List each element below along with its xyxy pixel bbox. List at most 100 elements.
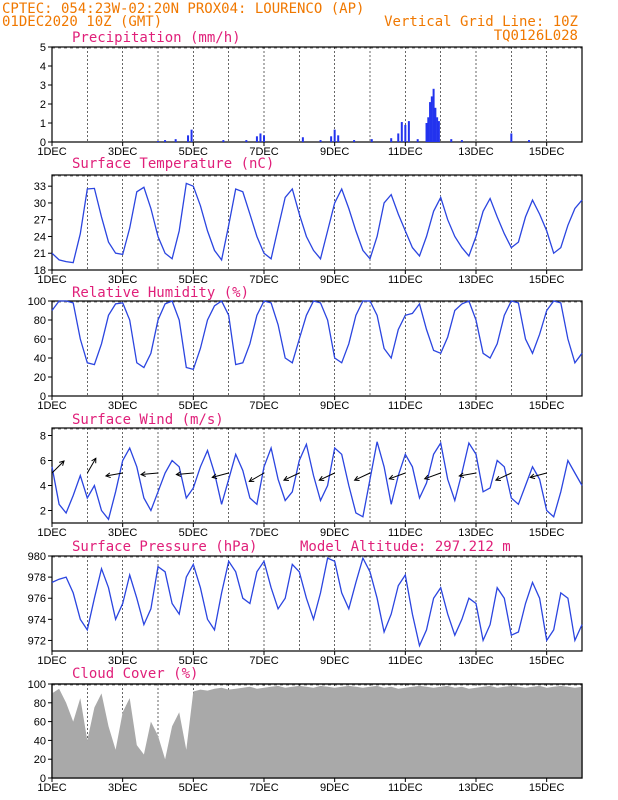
cloud-xtick-label: 3DEC <box>108 782 137 794</box>
precip-ytick-label: 2 <box>40 99 46 111</box>
press-xtick-label: 11DEC <box>388 655 423 667</box>
wind-arrow-head <box>353 475 360 482</box>
precip-bar <box>301 137 304 142</box>
temp-ytick-label: 18 <box>34 265 46 277</box>
wind-wind-arrow <box>494 472 512 482</box>
press-ytick-label: 978 <box>28 572 46 584</box>
wind-wind-arrow <box>211 472 229 480</box>
precip-xtick-label: 7DEC <box>249 146 278 158</box>
wind-arrow-head <box>59 460 65 466</box>
temp-series-line <box>51 182 583 264</box>
precip-bar <box>353 140 356 142</box>
rh-xtick-label: 1DEC <box>37 400 66 412</box>
precip-xtick-label: 1DEC <box>37 146 66 158</box>
wind-wind-arrow <box>51 460 65 474</box>
press-ytick-label: 976 <box>28 593 46 605</box>
precip-bar <box>400 122 403 142</box>
wind-wind-arrow <box>423 472 441 481</box>
precip-title: Precipitation (mm/h) <box>72 30 241 46</box>
press-frame <box>51 555 583 652</box>
temp-panel: 18 21 24 27 30 33 1DEC 3DEC 5DEC 7DEC 9DEC 11DEC 13D… <box>34 174 583 286</box>
wind-wind-arrow <box>318 472 335 482</box>
wind-xtick-label: 13DEC <box>458 527 494 539</box>
rh-ytick-label: 20 <box>34 372 46 384</box>
plot-panels: 0 1 2 3 4 5 1DEC 3DEC 5DEC 7DEC 9DEC 11DEC 13DEC 15DE… <box>28 42 583 794</box>
precip-bar <box>255 136 258 142</box>
cloud-xtick-label: 7DEC <box>249 782 278 794</box>
precip-frame <box>51 46 583 143</box>
wind-xtick-label: 5DEC <box>179 527 208 539</box>
precip-bar <box>432 88 435 142</box>
wind-arrow-head <box>458 472 465 479</box>
precip-bar <box>245 140 248 142</box>
rh-frame <box>51 300 583 397</box>
wind-wind-arrow <box>140 471 159 477</box>
precip-panel: 0 1 2 3 4 5 1DEC 3DEC 5DEC 7DEC 9DEC 11DEC 13DEC 15DE… <box>37 42 583 158</box>
press-series-line <box>51 556 583 648</box>
wind-xtick-label: 7DEC <box>249 527 278 539</box>
cloud-frame-overlay <box>51 683 583 779</box>
header-date: 01DEC2020 10Z (GMT) <box>2 14 162 30</box>
precip-bar <box>429 102 432 142</box>
precip-xtick-label: 15DEC <box>529 146 565 158</box>
precip-bar <box>450 139 453 142</box>
wind-wind-arrow <box>353 472 371 482</box>
precip-bar <box>319 140 322 142</box>
precip-bar <box>190 129 193 142</box>
press-xtick-label: 15DEC <box>529 655 565 667</box>
header-station: CPTEC: 054:23W-02:20N PROX04: LOURENCO (… <box>2 1 364 17</box>
wind-arrow-head <box>282 475 289 482</box>
press-panel: 972 974 976 978 980 1DEC 3DEC 5DEC 7DEC 9DEC 11DEC… <box>28 551 583 667</box>
precip-bar <box>437 121 440 142</box>
precip-bar <box>157 141 159 142</box>
temp-xtick-label: 1DEC <box>37 274 66 286</box>
precip-bar <box>436 117 439 142</box>
wind-arrow-shaft <box>176 472 194 475</box>
precip-bar <box>404 124 407 142</box>
rh-ytick-label: 0 <box>40 391 46 403</box>
cloud-xtick-label: 11DEC <box>388 782 423 794</box>
temp-ytick-label: 24 <box>34 231 46 243</box>
rh-xtick-label: 15DEC <box>529 400 565 412</box>
temp-xtick-label: 15DEC <box>529 274 565 286</box>
wind-ytick-label: 2 <box>40 506 46 518</box>
wind-xtick-label: 1DEC <box>37 527 66 539</box>
temp-xtick-label: 5DEC <box>179 274 208 286</box>
wind-arrow-shaft <box>389 472 406 480</box>
wind-arrow-head <box>423 474 430 481</box>
cloud-area <box>52 685 582 778</box>
precip-bar <box>164 140 167 142</box>
rh-series-line <box>51 300 583 371</box>
press-xtick-label: 9DEC <box>320 655 349 667</box>
precip-bar <box>510 133 513 142</box>
precip-ytick-label: 1 <box>40 118 46 130</box>
wind-arrow-shaft <box>86 458 97 474</box>
precip-ytick-label: 3 <box>40 80 46 92</box>
precip-bar <box>460 140 463 142</box>
wind-arrow-head <box>140 471 146 477</box>
wind-arrow-head <box>248 476 255 483</box>
temp-ytick-label: 21 <box>34 248 46 260</box>
press-xtick-label: 13DEC <box>458 655 494 667</box>
temp-title: Surface Temperature (nC) <box>72 156 274 172</box>
press-xtick-label: 5DEC <box>179 655 208 667</box>
precip-xtick-label: 5DEC <box>179 146 208 158</box>
wind-arrow-shaft <box>51 460 65 474</box>
cloud-panel: 0 20 40 60 80 100 1DEC 3DEC 5DEC 7DEC 9DEC 11DEC 13D… <box>28 679 583 794</box>
press-xtick-label: 1DEC <box>37 655 66 667</box>
wind-ytick-label: 6 <box>40 456 46 468</box>
precip-bar <box>427 117 430 142</box>
precip-bar <box>187 135 190 142</box>
header-model-code: TQ0126L028 <box>494 28 578 44</box>
wind-arrow-shaft <box>424 472 441 480</box>
wind-arrow-head <box>91 457 97 464</box>
wind-arrow-shaft <box>354 472 371 481</box>
wind-arrow-shaft <box>141 472 159 475</box>
precip-ytick-label: 5 <box>40 42 46 54</box>
precip-bar <box>416 139 419 142</box>
cloud-ytick-label: 40 <box>34 735 46 747</box>
temp-ytick-label: 30 <box>34 198 46 210</box>
wind-ytick-label: 4 <box>40 481 46 493</box>
wind-wind-arrow <box>282 472 300 482</box>
